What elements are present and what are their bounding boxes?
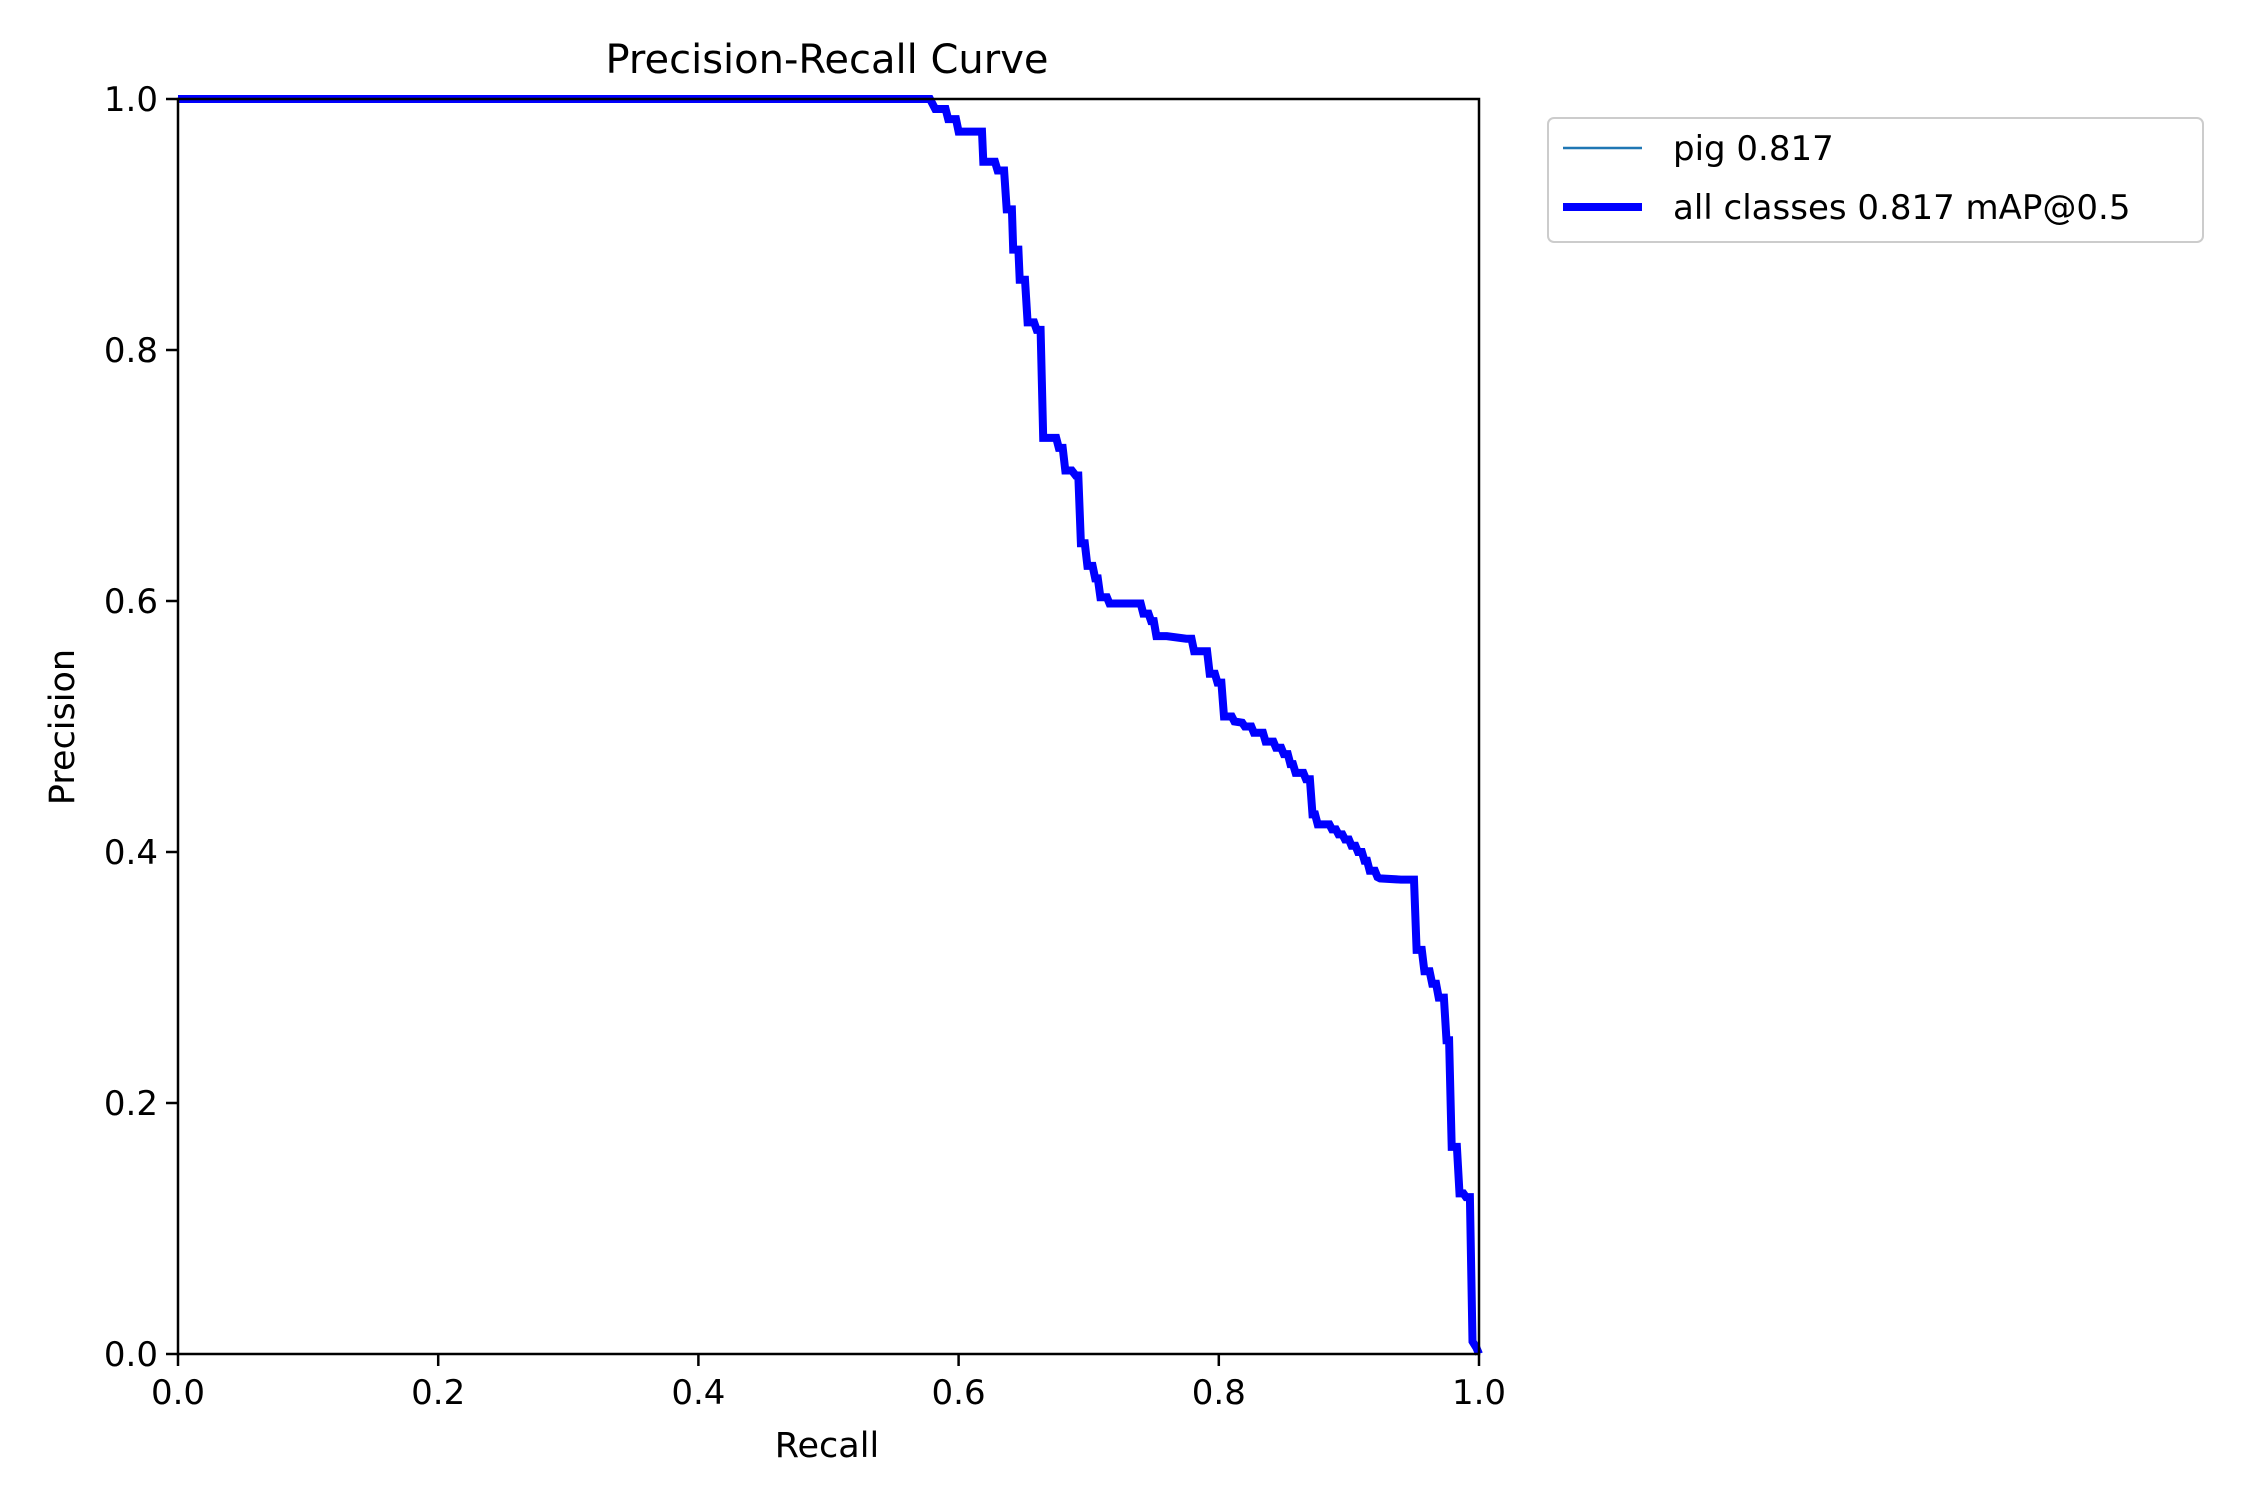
x-tick-label: 0.8 [1192,1373,1246,1413]
y-tick-label: 0.4 [104,833,158,873]
x-axis-label: Recall [775,1426,879,1466]
legend-box [1547,117,2204,243]
x-tick-label: 0.2 [411,1373,465,1413]
y-tick-label: 0.8 [104,331,158,371]
chart-title: Precision-Recall Curve [606,37,1049,83]
x-tick-label: 0.4 [671,1373,725,1413]
ticks-layer: 0.0 0.2 0.4 0.6 0.8 1.0 0.0 0.2 0.4 0.6 0.8 1.0 [104,80,1506,1413]
x-tick-label: 0.0 [151,1373,205,1413]
y-tick-label: 0.2 [104,1084,158,1124]
legend: pig 0.817 all classes 0.817 mAP@0.5 [1547,117,2204,243]
y-tick-label: 0.6 [104,582,158,622]
y-tick-label: 0.0 [104,1335,158,1375]
plot-border [176,97,1481,1356]
x-tick-label: 1.0 [1452,1373,1506,1413]
series-layer [178,95,1483,1356]
x-tick-label: 0.6 [932,1373,986,1413]
y-tick-label: 1.0 [104,80,158,120]
y-axis-label: Precision [43,649,83,805]
legend-label-all-classes: all classes 0.817 mAP@0.5 [1673,188,2130,228]
legend-label-pig: pig 0.817 [1673,129,1834,169]
plot-area [178,99,1479,1354]
series-line-all-classes [178,95,1483,1356]
